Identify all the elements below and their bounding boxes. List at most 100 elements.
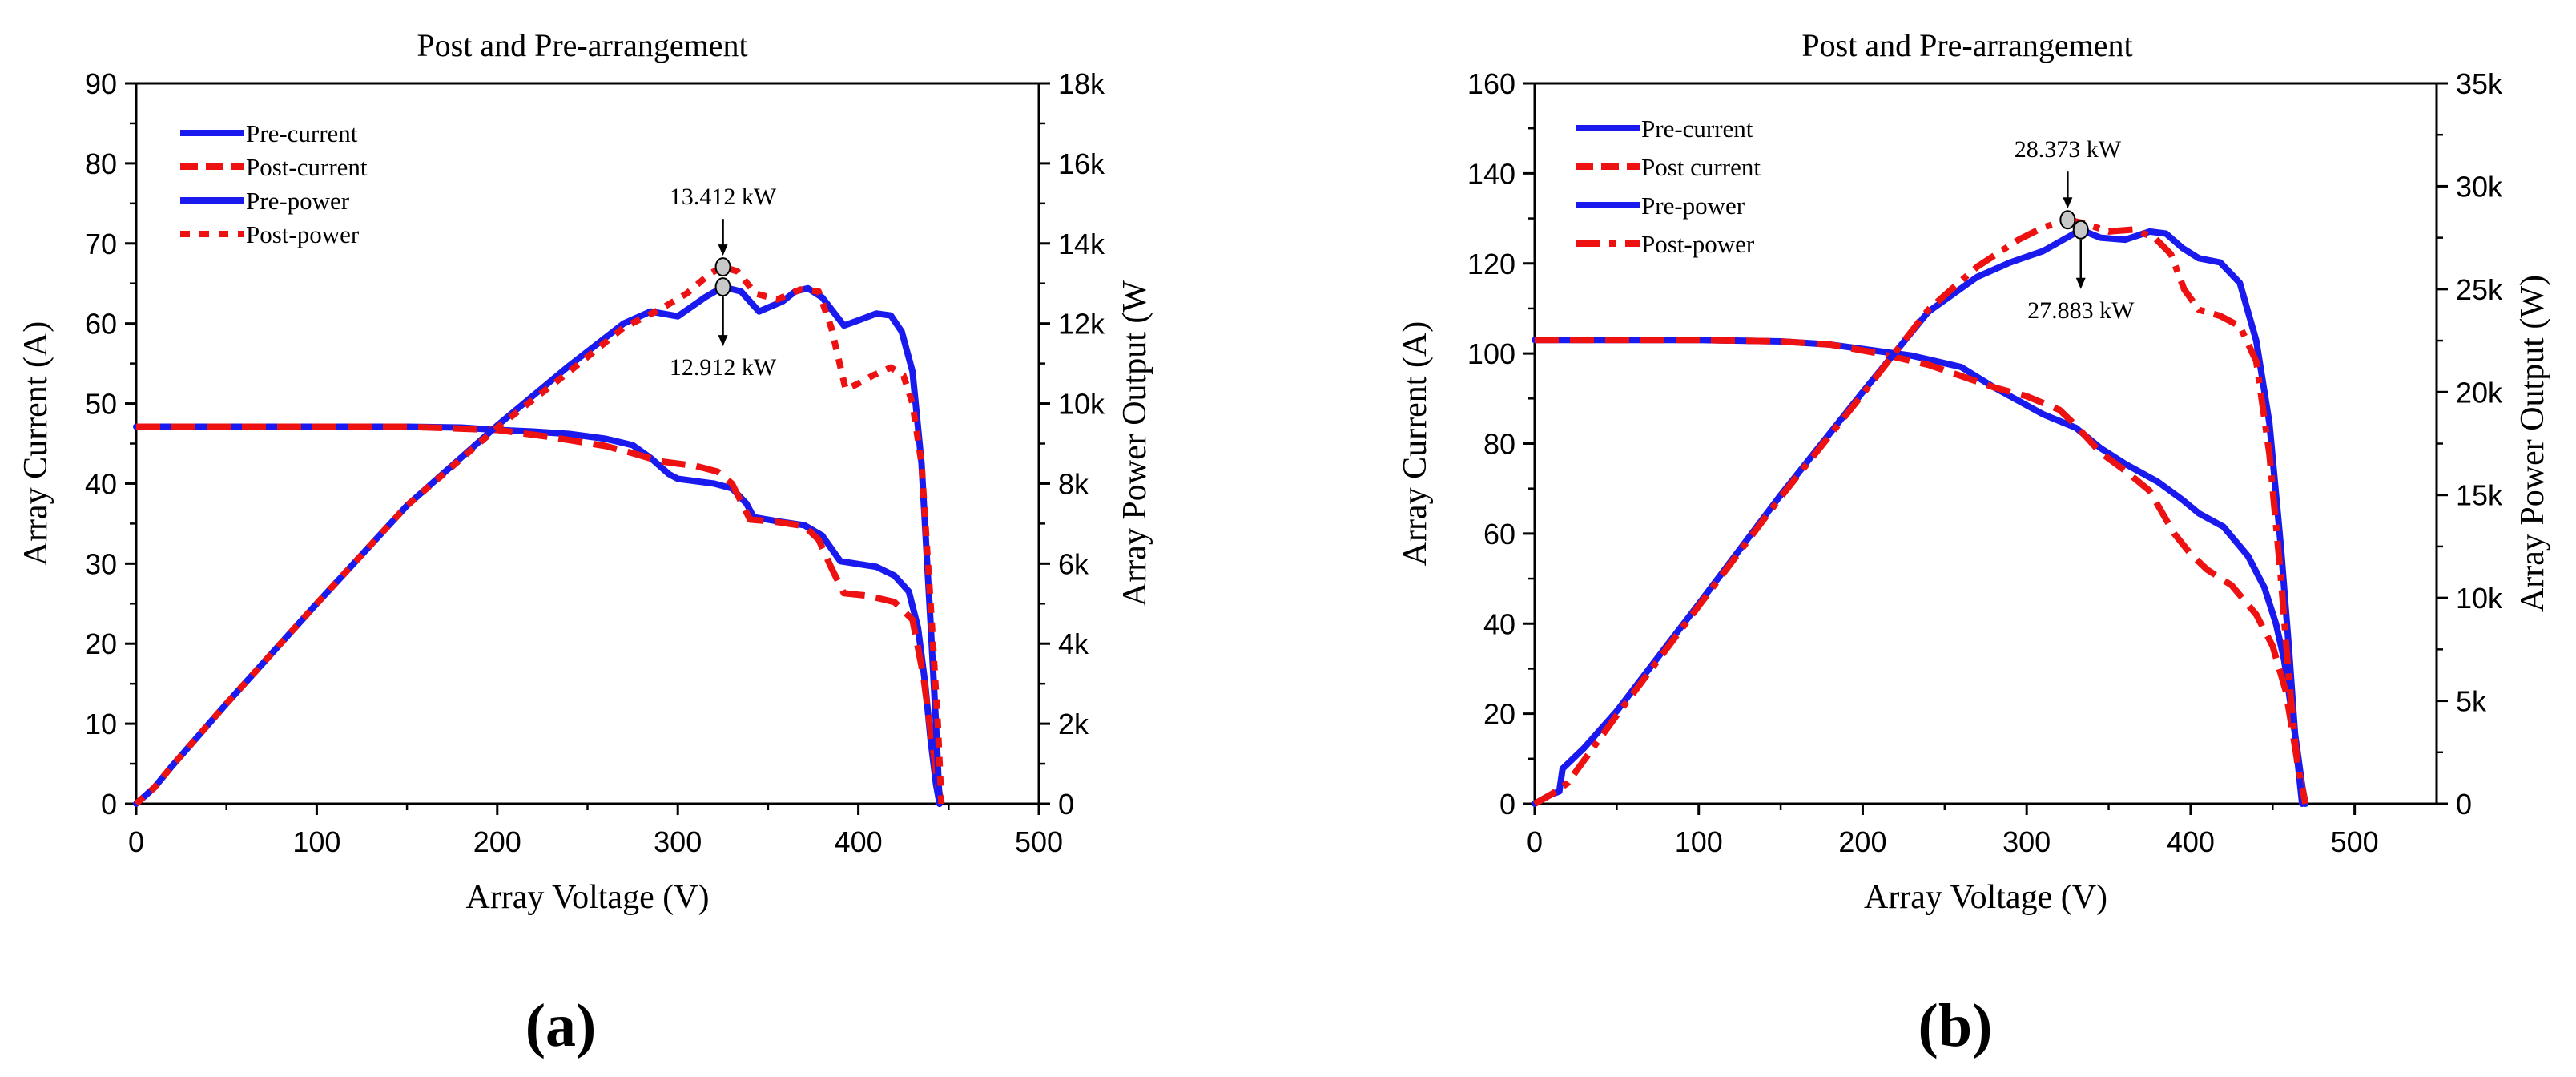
y-axis-right: 0 2k 4k 6k 8k 10k 12k 14k 16k 18k — [1039, 67, 1105, 821]
annotation-arrowhead — [2075, 277, 2086, 289]
annotation-marker — [2059, 210, 2076, 230]
x-tick-label: 300 — [654, 825, 702, 858]
y2-tick-label: 6k — [1058, 547, 1089, 580]
annotation-mpp: 12.912 kW — [670, 277, 777, 381]
series-line-pre-current — [1532, 337, 2309, 807]
annotation-mpp: 28.373 kW — [2015, 136, 2122, 230]
y-tick-label: 20 — [1483, 698, 1515, 731]
y-tick-label: 70 — [85, 228, 117, 260]
x-axis-label: Array Voltage (V) — [1864, 879, 2107, 916]
annotation-label: 27.883 kW — [2027, 297, 2135, 324]
x-tick-label: 400 — [2167, 825, 2215, 858]
x-tick-label: 100 — [292, 825, 340, 858]
x-axis-label: Array Voltage (V) — [465, 879, 709, 916]
y-tick-label: 0 — [1499, 788, 1515, 821]
annotation-mpp: 27.883 kW — [2027, 220, 2135, 324]
legend: Pre-current Post current Pre-power Post-pow… — [1576, 115, 1761, 258]
y-axis-label: Array Current (A) — [18, 321, 54, 567]
x-tick-label: 200 — [473, 825, 521, 858]
y-tick-label: 60 — [85, 308, 117, 341]
y-axis-right: 0 5k 10k 15k 20k 25k 30k 35k — [2437, 67, 2503, 821]
panel-label: (a) — [525, 992, 597, 1059]
series-line-pre-current — [133, 423, 943, 807]
annotation-label: 13.412 kW — [670, 184, 777, 210]
annotation-arrowhead — [718, 244, 728, 256]
x-tick-label: 400 — [835, 825, 883, 858]
chart-title: Post and Pre-arrangement — [1801, 27, 2132, 63]
y-tick-label: 100 — [1467, 337, 1515, 370]
series-line-post-current — [136, 423, 945, 805]
legend: Pre-current Post-current Pre-power Post-pow… — [180, 119, 368, 248]
x-tick-label: 500 — [1015, 825, 1063, 858]
y2-tick-label: 10k — [1058, 388, 1105, 421]
y-tick-label: 160 — [1467, 67, 1515, 100]
x-tick-label: 300 — [2002, 825, 2051, 858]
x-tick-label: 0 — [1527, 825, 1543, 858]
annotation-mpp: 13.412 kW — [670, 184, 777, 277]
y2-tick-label: 35k — [2456, 67, 2503, 100]
legend-label: Post current — [1641, 153, 1761, 181]
annotation-label: 28.373 kW — [2015, 136, 2122, 163]
chart-title: Post and Pre-arrangement — [417, 27, 747, 63]
y2-tick-label: 20k — [2456, 376, 2503, 409]
y-tick-label: 20 — [85, 627, 117, 660]
x-tick-label: 500 — [2331, 825, 2379, 858]
y-axis-label: Array Current (A) — [1397, 321, 1434, 567]
x-tick-label: 100 — [1675, 825, 1723, 858]
series-group — [1532, 216, 2309, 807]
y2-tick-label: 0 — [1058, 788, 1074, 821]
annotation-arrowhead — [2063, 197, 2073, 209]
legend-label: Post-power — [246, 220, 360, 248]
y2-tick-label: 4k — [1058, 627, 1089, 660]
y2-tick-label: 0 — [2456, 788, 2472, 821]
series-group — [133, 264, 945, 807]
y2-tick-label: 8k — [1058, 467, 1089, 500]
y2-tick-label: 12k — [1058, 308, 1105, 341]
y2-tick-label: 5k — [2456, 685, 2487, 718]
x-tick-label: 200 — [1838, 825, 1886, 858]
x-axis: 0 100 200 300 400 500 — [1527, 804, 2379, 858]
annotation-arrowhead — [718, 335, 728, 347]
y-axis-left: 0 10 20 30 40 50 60 70 80 90 — [85, 67, 136, 821]
y-tick-label: 10 — [85, 708, 117, 740]
series-line-post-current — [1535, 337, 2309, 805]
annotation-label: 12.912 kW — [670, 354, 777, 381]
y2-tick-label: 18k — [1058, 67, 1105, 100]
y-tick-label: 40 — [1483, 607, 1515, 640]
y-tick-label: 0 — [101, 788, 117, 821]
y-tick-label: 80 — [85, 147, 117, 180]
y2-tick-label: 15k — [2456, 479, 2503, 512]
y-tick-label: 90 — [85, 67, 117, 100]
legend-label: Pre-current — [246, 119, 358, 147]
legend-label: Pre-power — [1641, 192, 1745, 220]
y2-tick-label: 10k — [2456, 582, 2503, 615]
y2-tick-label: 30k — [2456, 170, 2503, 203]
y-tick-label: 40 — [85, 467, 117, 500]
y-tick-label: 60 — [1483, 518, 1515, 551]
annotation-marker — [2072, 220, 2089, 240]
legend-label: Post-current — [246, 153, 368, 181]
y2-axis-label: Array Power Output (W) — [2514, 275, 2551, 612]
y-axis-left: 0 20 40 60 80 100 120 140 160 — [1467, 67, 1535, 821]
panel-label: (b) — [1918, 992, 1993, 1059]
y2-tick-label: 25k — [2456, 273, 2503, 306]
x-tick-label: 0 — [128, 825, 144, 858]
y-tick-label: 120 — [1467, 248, 1515, 280]
x-axis: 0 100 200 300 400 500 — [128, 804, 1063, 858]
y-tick-label: 80 — [1483, 428, 1515, 461]
y2-tick-label: 2k — [1058, 708, 1089, 740]
y-tick-label: 30 — [85, 547, 117, 580]
legend-label: Post-power — [1641, 230, 1755, 258]
y2-axis-label: Array Power Output (W — [1117, 280, 1153, 607]
series-line-pre-power — [133, 284, 943, 807]
legend-label: Pre-current — [1641, 115, 1753, 143]
y-tick-label: 50 — [85, 388, 117, 421]
y-tick-label: 140 — [1467, 157, 1515, 190]
y2-tick-label: 14k — [1058, 228, 1105, 260]
series-line-post-power — [1533, 216, 2309, 807]
legend-label: Pre-power — [246, 187, 350, 215]
series-line-pre-power — [1532, 226, 2306, 807]
